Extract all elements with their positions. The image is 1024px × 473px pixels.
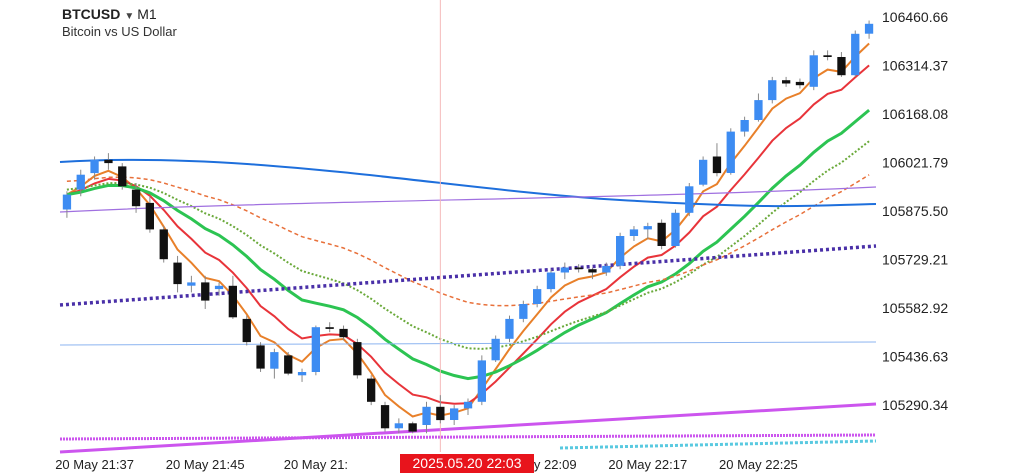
candle [256, 342, 265, 372]
candle [616, 232, 625, 270]
candle [436, 395, 445, 424]
candle [768, 76, 777, 104]
ma-orange-dashed-line [66, 174, 870, 307]
candle [699, 156, 708, 187]
ma-mid-line [66, 64, 870, 405]
candle [740, 116, 749, 137]
crosshair-time-label: 2025.05.20 22:03 [400, 454, 534, 473]
candle [90, 156, 99, 180]
candle [657, 219, 666, 250]
candle [574, 264, 583, 273]
candle [851, 30, 860, 77]
time-tick-label: 20 May 21:37 [55, 457, 134, 472]
ma-blue-line [59, 158, 877, 208]
ma-magenta-line [59, 402, 877, 454]
candle [643, 222, 652, 240]
candle [754, 93, 763, 122]
candle [339, 325, 348, 341]
candle [297, 368, 307, 382]
time-tick-label: 20 May 21: [284, 457, 348, 472]
symbol-label[interactable]: BTCUSD [62, 6, 121, 22]
candle [408, 421, 417, 434]
candle [380, 401, 390, 432]
candle [491, 335, 500, 363]
candle [560, 262, 569, 280]
symbol-dropdown-icon[interactable]: ▼ [124, 11, 135, 22]
ma-green-dotted-line [66, 140, 870, 350]
candle [118, 163, 127, 190]
candle [726, 128, 735, 175]
price-tick-label: 105290.34 [882, 397, 948, 413]
timeframe-label[interactable]: M1 [137, 6, 157, 22]
candle [228, 275, 237, 319]
ma-fast-line [66, 42, 870, 418]
candle [145, 196, 154, 233]
candle [284, 352, 293, 376]
candle [602, 262, 611, 276]
candle [325, 322, 334, 333]
candle [864, 20, 874, 39]
candle [394, 418, 403, 434]
candle [671, 209, 680, 248]
candle [104, 153, 113, 170]
candle [685, 182, 694, 217]
candle [270, 348, 279, 379]
candle [450, 405, 459, 426]
ma-lines [59, 42, 877, 454]
ma-cyan-dotted-line [559, 439, 877, 450]
ma-purple-dotted-line [59, 244, 877, 307]
candle [187, 275, 196, 293]
candle [214, 282, 224, 296]
candle [353, 338, 362, 379]
candle [477, 355, 486, 406]
price-tick-label: 106168.08 [882, 106, 948, 122]
candle [712, 143, 722, 177]
time-tick-label: 20 May 22:17 [608, 457, 687, 472]
candle [62, 191, 72, 218]
candle [837, 52, 846, 77]
candles [62, 20, 874, 434]
candle [463, 398, 473, 416]
candle [629, 226, 639, 242]
candle [422, 401, 431, 434]
candle [242, 315, 251, 346]
price-tick-label: 105729.21 [882, 252, 948, 268]
price-tick-label: 105436.63 [882, 349, 948, 365]
candle [588, 267, 597, 280]
chart-header: BTCUSD ▼ M1 [62, 6, 157, 22]
price-tick-label: 106021.79 [882, 155, 948, 171]
candle [533, 285, 542, 308]
symbol-description: Bitcoin vs US Dollar [62, 24, 177, 39]
candle [201, 275, 210, 309]
price-tick-label: 106314.37 [882, 58, 948, 74]
candle [159, 226, 168, 263]
candle [546, 269, 556, 293]
candle [173, 255, 182, 293]
candle [823, 50, 832, 61]
ma-green-line [66, 108, 871, 381]
candle [505, 315, 514, 343]
candle [76, 169, 85, 197]
ma-magenta-dotted-line [59, 433, 877, 441]
candle [131, 182, 141, 213]
candle [795, 78, 805, 89]
price-tick-label: 106460.66 [882, 9, 948, 25]
price-tick-label: 105582.92 [882, 300, 948, 316]
price-axis: 106460.66 106314.37 106168.08 106021.79 1058… [882, 9, 948, 413]
price-tick-label: 105875.50 [882, 203, 948, 219]
candle [782, 76, 791, 87]
time-tick-label: 20 May 22:25 [719, 457, 798, 472]
candle [519, 300, 528, 323]
ma-violet-line [59, 186, 877, 213]
candle [809, 50, 818, 91]
ma-lightblue-line [59, 341, 877, 346]
time-tick-label: 20 May 21:45 [166, 457, 245, 472]
candle [367, 375, 376, 406]
candle [311, 325, 320, 376]
